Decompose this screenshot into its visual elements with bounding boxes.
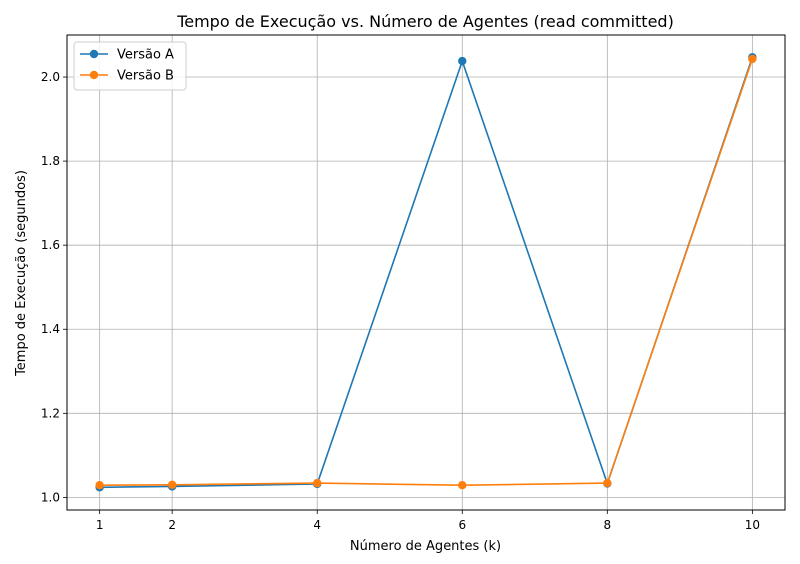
data-point	[748, 54, 757, 64]
x-tick-label: 10	[745, 518, 760, 532]
grid-lines	[67, 35, 785, 510]
y-tick-label: 1.8	[41, 154, 60, 168]
legend-label: Versão A	[117, 48, 174, 63]
y-axis-label: Tempo de Execução (segundos)	[14, 170, 29, 377]
legend-item: Versão A	[80, 48, 174, 63]
y-tick-label: 1.4	[41, 322, 60, 336]
x-tick-label: 8	[603, 518, 611, 532]
series-layer	[95, 53, 757, 492]
legend-item: Versão B	[80, 69, 174, 84]
legend: Versão A Versão B	[73, 41, 187, 91]
y-tick-label: 1.6	[41, 238, 60, 252]
y-tick-label: 1.0	[41, 490, 60, 504]
data-point	[458, 56, 467, 66]
legend-swatch-marker	[89, 70, 99, 80]
series-b	[95, 54, 757, 490]
data-point	[603, 478, 612, 488]
data-point	[167, 480, 177, 489]
x-tick-label: 2	[168, 518, 176, 532]
legend-swatch-marker	[89, 49, 99, 59]
y-tick-label: 1.2	[41, 406, 60, 420]
x-tick-label: 4	[313, 518, 321, 532]
x-tick-label: 1	[96, 518, 104, 532]
series-line	[99, 58, 754, 486]
x-axis-label: Número de Agentes (k)	[350, 539, 501, 554]
plot-frame	[66, 34, 786, 511]
legend-label: Versão B	[117, 69, 174, 84]
data-point	[95, 480, 104, 490]
chart-title: Tempo de Execução vs. Número de Agentes …	[176, 12, 674, 31]
axis-ticks: 1 2 4 6 8 10 1.0 1.2 1.4 1.6 1.8 2.0	[41, 70, 760, 532]
x-tick-label: 6	[458, 518, 466, 532]
data-point	[313, 478, 322, 488]
data-point	[458, 480, 467, 490]
y-tick-label: 2.0	[41, 70, 60, 84]
